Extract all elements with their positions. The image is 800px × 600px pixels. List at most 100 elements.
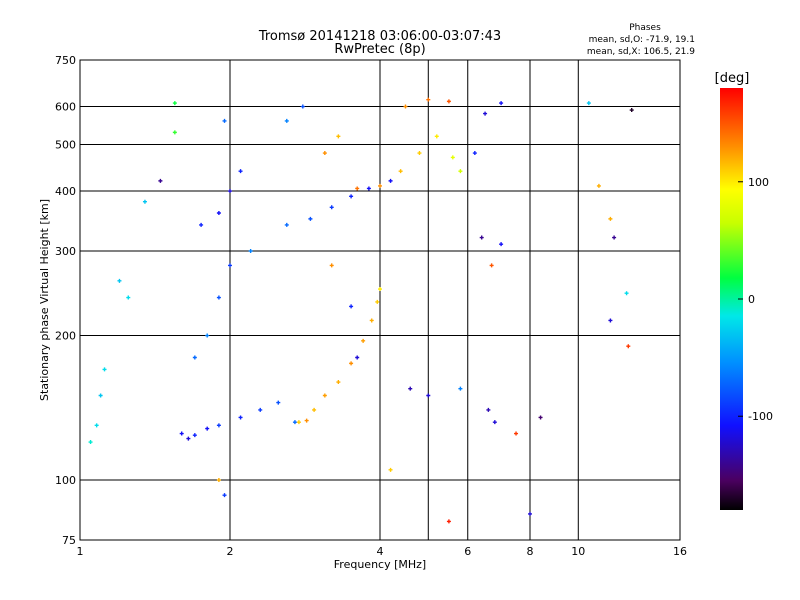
data-point	[450, 155, 455, 160]
data-point	[378, 287, 382, 292]
data-point	[304, 418, 309, 423]
data-point	[172, 130, 177, 135]
grid-lines	[80, 60, 680, 540]
data-point	[172, 101, 177, 106]
data-point	[228, 263, 232, 268]
colorbar-label: [deg]	[715, 71, 750, 86]
data-point	[434, 134, 439, 139]
chart-title: Tromsø 20141218 03:06:00-03:07:43	[258, 29, 501, 44]
stats-heading: Phases	[629, 23, 661, 33]
data-point	[369, 318, 374, 323]
data-point	[329, 205, 334, 210]
data-point	[336, 380, 341, 385]
data-point	[446, 99, 451, 104]
stats-line-o: mean, sd,O: -71.9, 19.1	[589, 35, 695, 45]
x-tick-label: 10	[571, 545, 585, 558]
data-point	[446, 519, 451, 524]
x-tick-label: 4	[377, 545, 384, 558]
data-point	[626, 344, 631, 349]
data-point	[458, 169, 463, 174]
data-point	[403, 104, 408, 109]
data-point	[258, 407, 263, 412]
data-point	[398, 169, 403, 174]
x-tick-label: 16	[673, 545, 687, 558]
data-point	[608, 318, 613, 323]
data-point	[388, 178, 393, 183]
data-points	[88, 97, 634, 524]
data-point	[94, 423, 99, 428]
data-point	[612, 235, 617, 240]
data-point	[472, 151, 477, 156]
data-point	[366, 186, 371, 191]
data-point	[596, 183, 601, 188]
data-point	[192, 355, 197, 360]
y-tick-label: 75	[62, 534, 76, 547]
y-axis-ticks: 75 100 200 300 400 500 600 750	[55, 54, 76, 547]
colorbar-tick-label: -100	[748, 410, 773, 423]
data-point	[417, 151, 422, 156]
data-point	[361, 338, 366, 343]
data-point	[192, 433, 197, 438]
data-point	[216, 478, 221, 483]
data-point	[205, 426, 210, 431]
data-point	[312, 407, 317, 412]
data-point	[483, 111, 488, 116]
y-axis-label: Stationary phase Virtual Height [km]	[38, 199, 51, 401]
x-tick-label: 1	[77, 545, 84, 558]
colorbar-tick-label: 100	[748, 176, 769, 189]
data-point	[608, 216, 613, 221]
data-point	[426, 97, 431, 102]
y-tick-label: 100	[55, 474, 76, 487]
data-point	[349, 304, 354, 309]
data-point	[629, 108, 634, 113]
data-point	[238, 169, 243, 174]
data-point	[205, 333, 210, 338]
data-point	[179, 431, 184, 436]
data-point	[528, 511, 532, 516]
data-point	[292, 420, 297, 425]
data-point	[88, 440, 93, 445]
data-point	[308, 216, 313, 221]
data-point	[216, 211, 221, 216]
colorbar-ticks: -100 0 100	[738, 176, 773, 423]
data-point	[378, 183, 382, 188]
data-point	[586, 101, 591, 106]
data-point	[322, 151, 327, 156]
y-tick-label: 500	[55, 139, 76, 152]
data-point	[158, 178, 163, 183]
data-point	[98, 393, 103, 398]
data-point	[329, 263, 334, 268]
y-tick-label: 400	[55, 185, 76, 198]
data-point	[349, 361, 354, 366]
data-point	[238, 415, 243, 420]
y-tick-label: 300	[55, 245, 76, 258]
data-point	[117, 278, 122, 283]
x-axis-label: Frequency [MHz]	[334, 558, 426, 571]
colorbar	[720, 88, 743, 510]
data-point	[126, 295, 131, 300]
data-point	[322, 393, 327, 398]
data-point	[248, 249, 253, 254]
data-point	[284, 118, 289, 123]
data-point	[186, 436, 191, 441]
data-point	[514, 431, 519, 436]
data-point	[375, 299, 380, 304]
data-point	[486, 407, 491, 412]
data-point	[499, 242, 504, 247]
data-point	[199, 222, 204, 227]
data-point	[538, 415, 543, 420]
data-point	[228, 189, 232, 194]
y-tick-label: 200	[55, 330, 76, 343]
data-point	[276, 400, 281, 405]
data-point	[479, 235, 484, 240]
data-point	[349, 194, 354, 199]
stats-line-x: mean, sd,X: 106.5, 21.9	[587, 47, 695, 57]
x-axis-ticks: 1 2 4 6 8 10 16	[77, 545, 688, 558]
chart-subtitle: RwPretec (8p)	[334, 42, 425, 57]
data-point	[624, 291, 629, 296]
data-point	[489, 263, 494, 268]
data-point	[222, 118, 227, 123]
data-point	[216, 423, 221, 428]
data-point	[408, 386, 413, 391]
data-point	[426, 393, 431, 398]
